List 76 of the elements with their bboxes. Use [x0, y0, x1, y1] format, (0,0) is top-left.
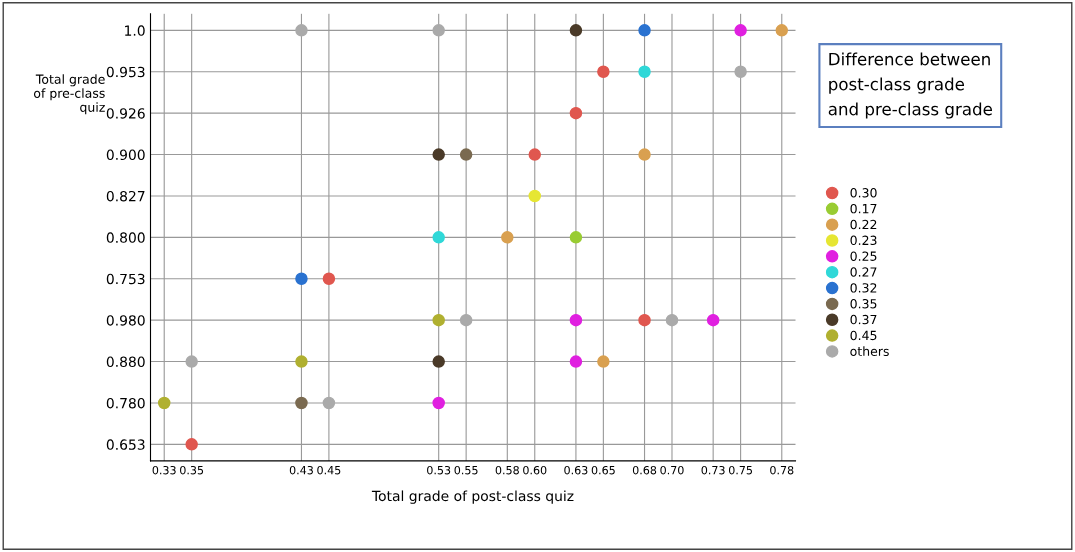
- point: [432, 313, 445, 327]
- y-tick-label: 0.827: [106, 190, 145, 202]
- x-tick-label: 0.73: [701, 465, 725, 475]
- y-tick-label: 1.0: [125, 25, 145, 36]
- point: [569, 313, 583, 327]
- x-tick-label: 0.65: [591, 465, 615, 475]
- point: [501, 231, 514, 244]
- legend-label: 0.27: [850, 267, 877, 277]
- legend-title: Difference between post-class grade and pre-class grade: [828, 52, 992, 119]
- point: [528, 148, 542, 161]
- point: [734, 24, 747, 37]
- legend-label: 0.45: [850, 330, 877, 341]
- point: [295, 396, 308, 410]
- legend-label: others: [850, 346, 889, 356]
- point: [432, 396, 445, 410]
- point: [322, 272, 336, 286]
- point: [597, 65, 610, 79]
- x-tick-label: 0.53: [427, 465, 451, 475]
- point: [185, 355, 198, 368]
- point: [432, 24, 445, 37]
- x-tick-label: 0.68: [632, 465, 657, 475]
- point: [638, 148, 651, 161]
- legend-label: 0.37: [850, 314, 877, 325]
- legend-label: 0.17: [850, 203, 877, 214]
- point: [569, 231, 583, 244]
- point: [432, 355, 445, 368]
- y-tick-label: 0.653: [106, 439, 145, 450]
- point: [569, 24, 583, 37]
- y-tick-label: 0.953: [106, 66, 145, 78]
- legend-label: 0.32: [850, 283, 877, 293]
- point: [459, 148, 473, 161]
- x-tick-label: 0.55: [454, 465, 478, 475]
- y-tick-label: 0.980: [106, 315, 145, 326]
- legend-label: 0.30: [850, 188, 877, 198]
- point: [295, 355, 308, 368]
- point: [432, 148, 445, 161]
- x-tick-label: 0.78: [770, 465, 794, 475]
- y-tick-label: 0.926: [106, 108, 145, 119]
- point: [775, 24, 789, 37]
- point: [569, 106, 583, 120]
- point: [665, 313, 679, 327]
- point: [638, 24, 651, 37]
- x-tick-label: 0.58: [495, 465, 519, 475]
- point: [706, 313, 720, 327]
- y-tick-label: 0.880: [106, 356, 145, 368]
- x-tick-label: 0.60: [523, 465, 547, 475]
- point: [638, 313, 651, 327]
- x-tick-label: 0.35: [180, 465, 204, 475]
- x-tick-label: 0.75: [728, 465, 753, 475]
- y-tick-label: 0.800: [106, 232, 145, 243]
- point: [638, 65, 651, 79]
- point: [432, 231, 445, 244]
- y-axis-title: Total grade of pre-class quiz: [33, 74, 105, 115]
- x-tick-label: 0.33: [152, 465, 176, 475]
- legend-label: 0.22: [850, 219, 877, 230]
- point: [157, 396, 171, 410]
- y-tick-label: 0.753: [106, 273, 145, 285]
- legend-label: 0.23: [850, 235, 877, 246]
- point: [528, 189, 542, 203]
- x-tick-label: 0.43: [289, 465, 313, 475]
- point: [295, 24, 308, 37]
- x-tick-label: 0.63: [564, 465, 588, 475]
- y-tick-label: 0.780: [106, 397, 145, 409]
- y-tick-label: 0.900: [106, 149, 145, 161]
- point: [569, 355, 583, 368]
- point: [459, 313, 473, 327]
- x-tick-label: 0.70: [660, 465, 684, 475]
- x-tick-label: 0.45: [317, 465, 341, 475]
- legend-label: 0.25: [850, 251, 877, 261]
- point: [322, 396, 336, 410]
- legend-label: 0.35: [850, 299, 877, 309]
- x-axis-title: Total grade of post-class quiz: [371, 490, 574, 504]
- point: [734, 65, 747, 79]
- point: [185, 438, 198, 451]
- point: [597, 355, 610, 368]
- point: [295, 272, 308, 286]
